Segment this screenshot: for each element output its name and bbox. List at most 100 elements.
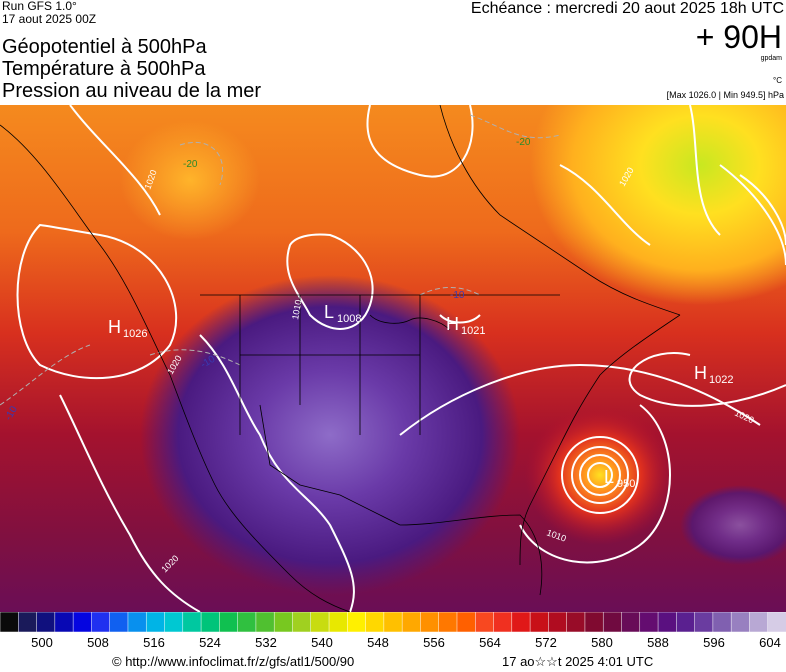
hurricane-ring-3 [571,446,629,504]
isobar-label: 1010 [290,299,303,320]
center-value: 1022 [709,374,733,386]
colorbar-tick-label: 532 [255,635,277,650]
center-kind: L [604,467,614,487]
colorbar-tick-label: 580 [591,635,613,650]
colorbar-cell [54,612,74,632]
colorbar-tick-label: 548 [367,635,389,650]
source-url[interactable]: © http://www.infoclimat.fr/z/gfs/atl1/50… [112,654,355,669]
colorbar-cell [438,612,458,632]
colorbar-cell [91,612,111,632]
colorbar-cell [548,612,568,632]
colorbar-cell [273,612,294,632]
colorbar-tick-label: 516 [143,635,165,650]
colorbar-tick-label: 508 [87,635,109,650]
colorbar-cell [347,612,367,632]
colorbar-cell [621,612,641,632]
title-pressure: Pression au niveau de la mer [2,80,262,102]
temp-label: -10 [450,290,465,301]
unit-gpdam: gpdam [760,55,782,62]
colorbar-cell [0,612,20,632]
hudson-labrador-coast [439,105,681,316]
colorbar-cell [749,612,769,632]
forecast-lead-time: + 90H [695,19,782,55]
hurricane-ring-2 [579,454,621,496]
colorbar-cells [0,612,786,632]
run-date: 17 aout 2025 00Z [2,12,97,26]
center-value: 950 [617,478,635,490]
colorbar-cell [127,612,148,632]
isobar-canada [366,105,474,178]
trough-atlantic [680,485,786,565]
colorbar-cell [109,612,129,632]
gulf-coastline [399,514,543,596]
isotherm-minus10-pacific [0,344,91,406]
isobar-1010-trough [199,334,355,612]
colorbar-cell [493,612,513,632]
colorbar-cell [730,612,751,632]
colorbar-cell [219,612,239,632]
isobar-high-atlantic [628,352,786,407]
pressure-centers: H 1026 L 1008 H 1021 H 1022 L 950 [108,302,733,490]
us-mexico-border [259,404,401,526]
credit-line: © http://www.infoclimat.fr/z/gfs/atl1/50… [0,654,786,672]
colorbar-cell [657,612,678,632]
isobar-labrador [689,105,721,236]
colorbar-tick-label: 500 [31,635,53,650]
colorbar-cell [328,612,349,632]
colorbar-cell [566,612,586,632]
colorbar-cell [767,612,786,632]
isobar-ring-2 [719,164,786,266]
isobar-high-west [16,223,178,380]
center-kind: H [694,363,707,383]
colorbar-cell [18,612,38,632]
trough-core [140,275,520,595]
hurricane-ring-1 [587,462,613,488]
coastlines-borders [0,105,681,612]
warm-pool-northwest [120,120,260,240]
colorbar-tick-label: 588 [647,635,669,650]
great-lakes [369,314,451,331]
colorbar-cell [365,612,385,632]
colorbar [0,612,786,632]
colorbar-cell [164,612,184,632]
colorbar-cell [529,612,550,632]
unit-celsius: °C [773,76,782,85]
temp-label: -20 [183,159,198,170]
isotherm-minus20-west [179,141,224,186]
colorbar-cell [401,612,422,632]
colorbar-cell [420,612,440,632]
weather-map[interactable]: H 1026 L 1008 H 1021 H 1022 L 950 1020 1… [0,105,786,612]
cold-pool-northeast [530,105,786,305]
colorbar-cell [36,612,56,632]
colorbar-tick-label: 572 [535,635,557,650]
colorbar-tick-label: 604 [759,635,781,650]
colorbar-cell [639,612,659,632]
colorbar-cell [255,612,276,632]
hurricane-warm-core [525,405,675,545]
temperature-isotherms [0,114,561,406]
center-kind: H [446,314,459,334]
isobar-1020-east [399,363,761,436]
colorbar-tick-label: 540 [311,635,333,650]
temp-label: -20 [516,137,531,148]
colorbar-cell [292,612,312,632]
generated-date: 17 ao☆☆t 2025 4:01 UTC [502,654,654,669]
colorbar-cell [237,612,257,632]
colorbar-cell [676,612,696,632]
forecast-valid-time: Echéance : mercredi 20 aout 2025 18h UTC [470,0,784,17]
pressure-max-min: [Max 1026.0 | Min 949.5] hPa [666,90,784,100]
west-coastline [0,124,351,612]
colorbar-tick-label: 564 [479,635,501,650]
colorbar-cell [383,612,403,632]
colorbar-cell [310,612,330,632]
colorbar-cell [456,612,477,632]
center-kind: L [324,302,334,322]
isotherm-minus10-lakes [419,287,481,296]
hurricane-ring-4 [561,436,639,514]
colorbar-cell [694,612,714,632]
colorbar-cell [182,612,202,632]
colorbar-tick-label: 556 [423,635,445,650]
state-lines [239,295,421,435]
center-kind: H [108,317,121,337]
colorbar-ticks: 500 508 516 524 532 540 548 556 564 572 580 588 596 6… [0,635,786,653]
